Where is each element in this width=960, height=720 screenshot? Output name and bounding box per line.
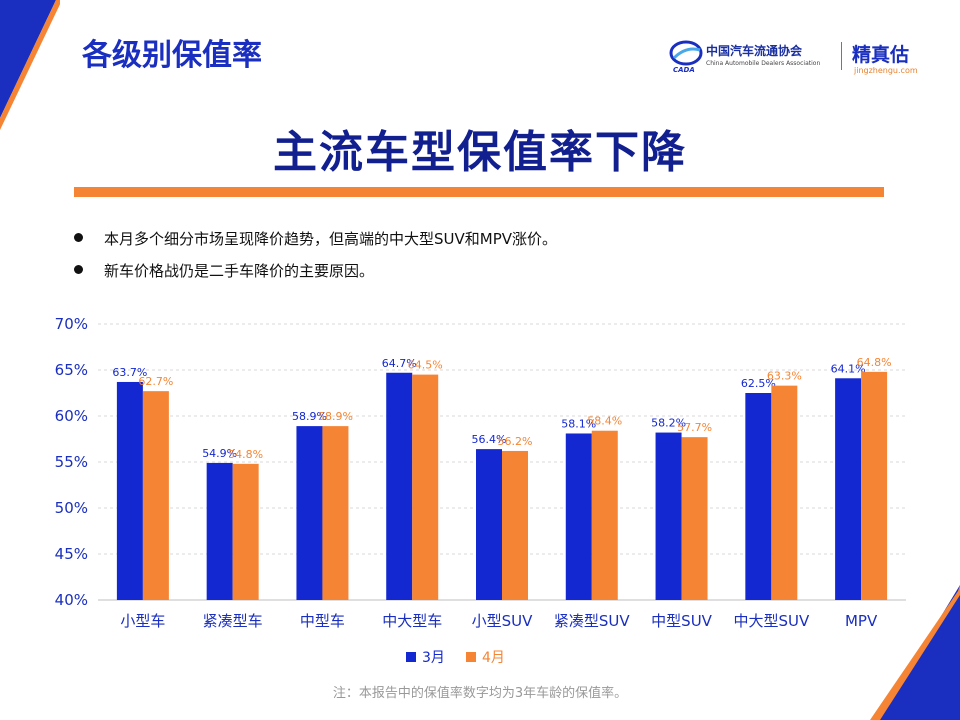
data-label: 63.3% xyxy=(767,370,802,383)
x-tick-label: 中型车 xyxy=(300,612,345,630)
y-tick-label: 55% xyxy=(55,453,88,471)
data-label: 57.7% xyxy=(677,421,712,434)
bullet-dot-icon xyxy=(74,233,83,242)
data-label: 54.8% xyxy=(228,448,263,461)
bar xyxy=(771,385,798,600)
y-tick-label: 65% xyxy=(55,361,88,379)
y-tick-label: 50% xyxy=(55,499,88,517)
bar xyxy=(296,426,323,600)
top-left-corner-decoration xyxy=(0,0,60,130)
bar xyxy=(206,462,233,600)
bullet-text: 新车价格战仍是二手车降价的主要原因。 xyxy=(104,262,375,280)
bar xyxy=(565,433,592,600)
logo-divider xyxy=(841,42,842,70)
data-label: 58.4% xyxy=(587,415,622,428)
data-label: 58.9% xyxy=(318,410,353,423)
bar xyxy=(681,437,708,600)
data-label: 63.7% xyxy=(112,366,147,379)
data-label: 64.5% xyxy=(408,359,443,372)
x-tick-label: 紧凑型车 xyxy=(203,612,263,630)
bar xyxy=(745,393,772,600)
data-label: 64.1% xyxy=(831,362,866,375)
bar-chart: 40%45%50%55%60%65%70%63.7%62.7%小型车54.9%5… xyxy=(55,315,906,666)
legend-label: 4月 xyxy=(482,650,505,666)
bar xyxy=(861,371,888,600)
section-title: 各级别保值率 xyxy=(82,38,262,73)
x-tick-label: 小型SUV xyxy=(472,612,534,630)
footnote: 注：本报告中的保值率数字均为3年车龄的保值率。 xyxy=(332,686,628,701)
y-tick-label: 60% xyxy=(55,407,88,425)
brand-url: jingzhengu.com xyxy=(854,66,918,75)
x-tick-label: 中型SUV xyxy=(651,612,713,630)
data-label: 56.2% xyxy=(498,435,533,448)
x-tick-label: 紧凑型SUV xyxy=(554,612,631,630)
headline-underline xyxy=(74,187,884,197)
association-name-en: China Automobile Dealers Association xyxy=(706,60,821,67)
data-label: 62.7% xyxy=(138,375,173,388)
x-tick-label: 中大型车 xyxy=(382,612,442,630)
bar xyxy=(476,449,502,600)
bar xyxy=(322,426,349,600)
data-label: 58.9% xyxy=(292,410,327,423)
bar xyxy=(116,381,143,600)
x-tick-label: MPV xyxy=(845,612,878,630)
legend-swatch xyxy=(466,652,476,662)
y-tick-label: 70% xyxy=(55,315,88,333)
bar xyxy=(502,450,528,600)
bullet-text: 本月多个细分市场呈现降价趋势，但高端的中大型SUV和MPV涨价。 xyxy=(104,230,558,248)
legend-label: 3月 xyxy=(422,650,445,666)
y-tick-label: 45% xyxy=(55,545,88,563)
data-label: 58.2% xyxy=(651,417,686,430)
data-label: 56.4% xyxy=(472,433,507,446)
y-tick-label: 40% xyxy=(55,591,88,609)
bar xyxy=(835,378,862,600)
headline: 主流车型保值率下降 xyxy=(273,127,687,178)
legend-swatch xyxy=(406,652,416,662)
data-label: 64.8% xyxy=(857,356,892,369)
data-label: 64.7% xyxy=(382,357,417,370)
header-logos: CADA 中国汽车流通协会 China Automobile Dealers A… xyxy=(668,38,930,78)
data-label: 54.9% xyxy=(202,447,237,460)
x-tick-label: 中大型SUV xyxy=(733,612,810,630)
bar xyxy=(591,430,618,600)
cada-abbr: CADA xyxy=(673,66,695,74)
cada-logo-icon: CADA xyxy=(669,40,703,74)
bar xyxy=(232,463,259,600)
data-label: 58.1% xyxy=(561,417,596,430)
bottom-right-corner-decoration xyxy=(870,585,960,720)
bar xyxy=(386,372,413,600)
x-tick-label: 小型车 xyxy=(120,612,165,630)
association-name: 中国汽车流通协会 xyxy=(706,44,803,58)
bar xyxy=(655,432,682,600)
data-label: 62.5% xyxy=(741,377,776,390)
bar xyxy=(142,391,169,600)
bullet-dot-icon xyxy=(74,265,83,274)
brand-name: 精真估 xyxy=(852,44,910,66)
bar xyxy=(412,374,439,600)
